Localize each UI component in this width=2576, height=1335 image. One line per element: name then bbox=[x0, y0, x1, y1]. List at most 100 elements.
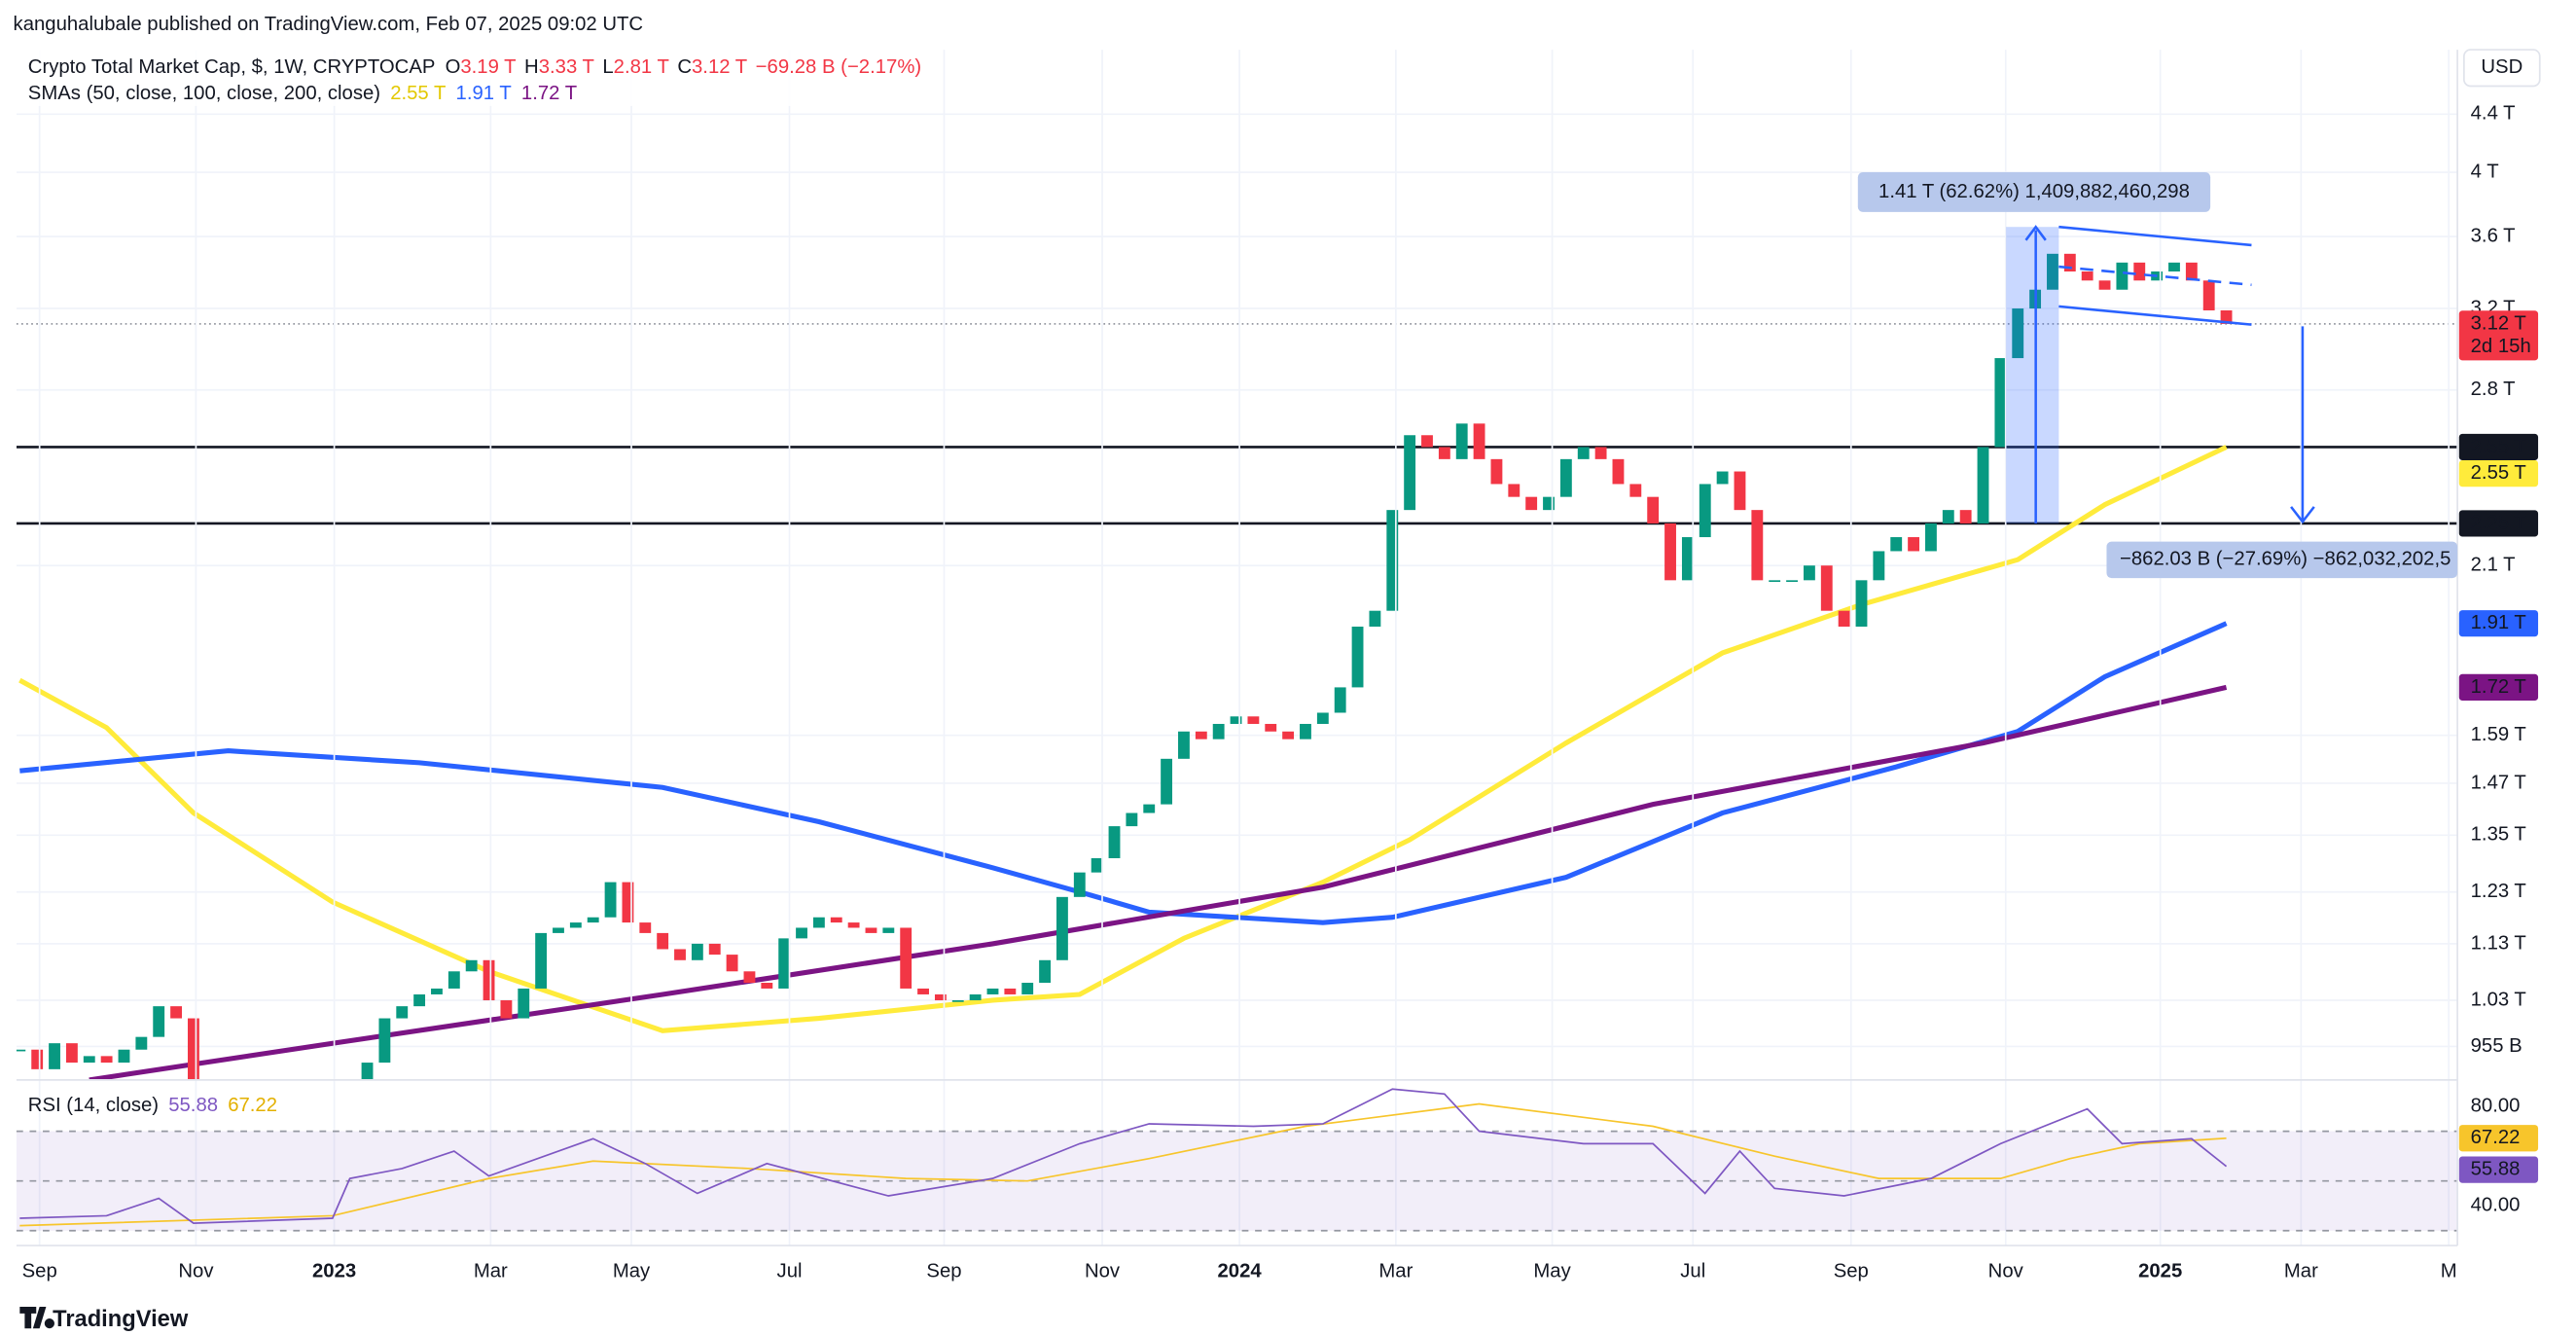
candle bbox=[830, 917, 842, 923]
candle bbox=[691, 943, 703, 960]
price-tag bbox=[2458, 510, 2539, 537]
currency[interactable]: USD bbox=[2481, 56, 2522, 78]
price-tag-label: 1.72 T bbox=[2471, 676, 2526, 698]
candle bbox=[361, 1063, 374, 1080]
price-tag bbox=[2458, 460, 2539, 487]
y-tick-label: 2.1 T bbox=[2471, 555, 2516, 576]
candle bbox=[1073, 872, 1086, 897]
candle bbox=[1977, 447, 1989, 523]
plot: 4.4 T4 T3.6 T3.2 T2.8 T2.1 T1.59 T1.47 T… bbox=[16, 50, 2526, 1282]
price-tag bbox=[2458, 1125, 2539, 1152]
x-tick-label: M bbox=[2441, 1261, 2457, 1282]
candle bbox=[431, 988, 443, 994]
brand: TradingView bbox=[53, 1306, 189, 1332]
candle bbox=[413, 993, 426, 1007]
candle bbox=[1734, 471, 1746, 511]
price-tag-label: 67.22 bbox=[2471, 1127, 2521, 1148]
candle bbox=[1873, 551, 1885, 581]
candle bbox=[2185, 262, 2198, 281]
candle bbox=[500, 1000, 513, 1019]
candle bbox=[1021, 983, 1034, 994]
candle bbox=[187, 1018, 199, 1080]
candle bbox=[1664, 523, 1676, 581]
price-tag-label: 2.55 T bbox=[2471, 436, 2526, 457]
candle bbox=[1490, 458, 1503, 485]
candle bbox=[1803, 565, 1815, 581]
candle bbox=[1925, 523, 1937, 552]
candle bbox=[1108, 826, 1121, 859]
candle bbox=[2220, 309, 2233, 324]
price-tag bbox=[2458, 433, 2539, 461]
x-tick-label: 2024 bbox=[1218, 1261, 1263, 1282]
candle bbox=[483, 959, 495, 1001]
y-tick-label: 1.13 T bbox=[2471, 932, 2526, 954]
candle bbox=[604, 882, 617, 918]
candle bbox=[1178, 731, 1190, 759]
candle bbox=[1421, 435, 1433, 448]
candle bbox=[170, 1006, 182, 1019]
publisher: kanguhalubale published on TradingView.c… bbox=[14, 14, 644, 35]
candle bbox=[726, 955, 738, 972]
ohlc-key: L bbox=[602, 56, 613, 78]
candle bbox=[743, 971, 756, 984]
x-tick-label: Mar bbox=[1378, 1261, 1413, 1282]
measure-box bbox=[2006, 227, 2059, 523]
x-tick-label: Mar bbox=[474, 1261, 508, 1282]
candle bbox=[986, 988, 999, 994]
candle bbox=[2098, 280, 2111, 290]
ohlc-key: O bbox=[446, 56, 461, 78]
countdown: 2d 15h bbox=[2471, 336, 2531, 357]
sma-legend-value: 1.72 T bbox=[521, 83, 577, 104]
price-tag-label: 55.88 bbox=[2471, 1158, 2521, 1179]
candle bbox=[900, 927, 912, 989]
price-tag-label: 1.91 T bbox=[2471, 612, 2526, 633]
candle bbox=[118, 1049, 130, 1064]
candle bbox=[1091, 858, 1103, 873]
y-tick-label: 1.23 T bbox=[2471, 881, 2526, 902]
rsi-tick-label: 80.00 bbox=[2471, 1095, 2521, 1116]
rsi-line bbox=[19, 1088, 2228, 1224]
candle bbox=[1820, 565, 1833, 611]
candle bbox=[83, 1056, 95, 1064]
candle bbox=[1716, 471, 1729, 485]
candle bbox=[1908, 537, 1920, 552]
candle bbox=[1455, 423, 1468, 459]
candle bbox=[1004, 988, 1017, 994]
candle bbox=[1890, 537, 1903, 552]
candle bbox=[447, 971, 460, 989]
candle bbox=[2168, 262, 2180, 272]
price-tag bbox=[2458, 1156, 2539, 1183]
candle bbox=[761, 983, 773, 989]
candle bbox=[1681, 537, 1694, 581]
brand-logo bbox=[19, 1307, 54, 1329]
candle bbox=[1039, 959, 1051, 984]
y-tick-label: 1.35 T bbox=[2471, 824, 2526, 846]
candle bbox=[31, 1049, 44, 1069]
candle bbox=[882, 927, 895, 933]
measure-label: −862.03 B (−27.69%) −862,032,202,5 bbox=[2120, 549, 2451, 570]
sma-legend-value: 2.55 T bbox=[390, 83, 446, 104]
x-tick-label: Jul bbox=[1680, 1261, 1705, 1282]
last-price-tag bbox=[2458, 310, 2539, 361]
price-tag-label: 2.25 T bbox=[2471, 512, 2526, 533]
candle bbox=[812, 917, 825, 928]
ohlc-value: 3.12 T bbox=[692, 56, 747, 78]
candle bbox=[553, 927, 564, 933]
candle bbox=[1647, 496, 1660, 523]
candle bbox=[1751, 510, 1764, 581]
candle bbox=[778, 938, 791, 989]
measure-arrow-head bbox=[2024, 225, 2047, 241]
channel-bottom bbox=[2058, 305, 2252, 326]
y-tick-label: 1.47 T bbox=[2471, 772, 2526, 793]
sma-legend: SMAs (50, close, 100, close, 200, close)… bbox=[28, 83, 577, 104]
currency-button[interactable] bbox=[2463, 49, 2541, 88]
sma-line bbox=[18, 445, 2228, 1033]
candle bbox=[1959, 510, 1972, 523]
ohlc-key: H bbox=[524, 56, 539, 78]
candle bbox=[2133, 262, 2146, 281]
candle bbox=[951, 1000, 964, 1002]
rsi-legend-value: 55.88 bbox=[168, 1095, 218, 1116]
price-tag bbox=[2458, 673, 2539, 702]
measure-label-box bbox=[2106, 541, 2458, 579]
rsi-tick-label: 40.00 bbox=[2471, 1195, 2521, 1216]
